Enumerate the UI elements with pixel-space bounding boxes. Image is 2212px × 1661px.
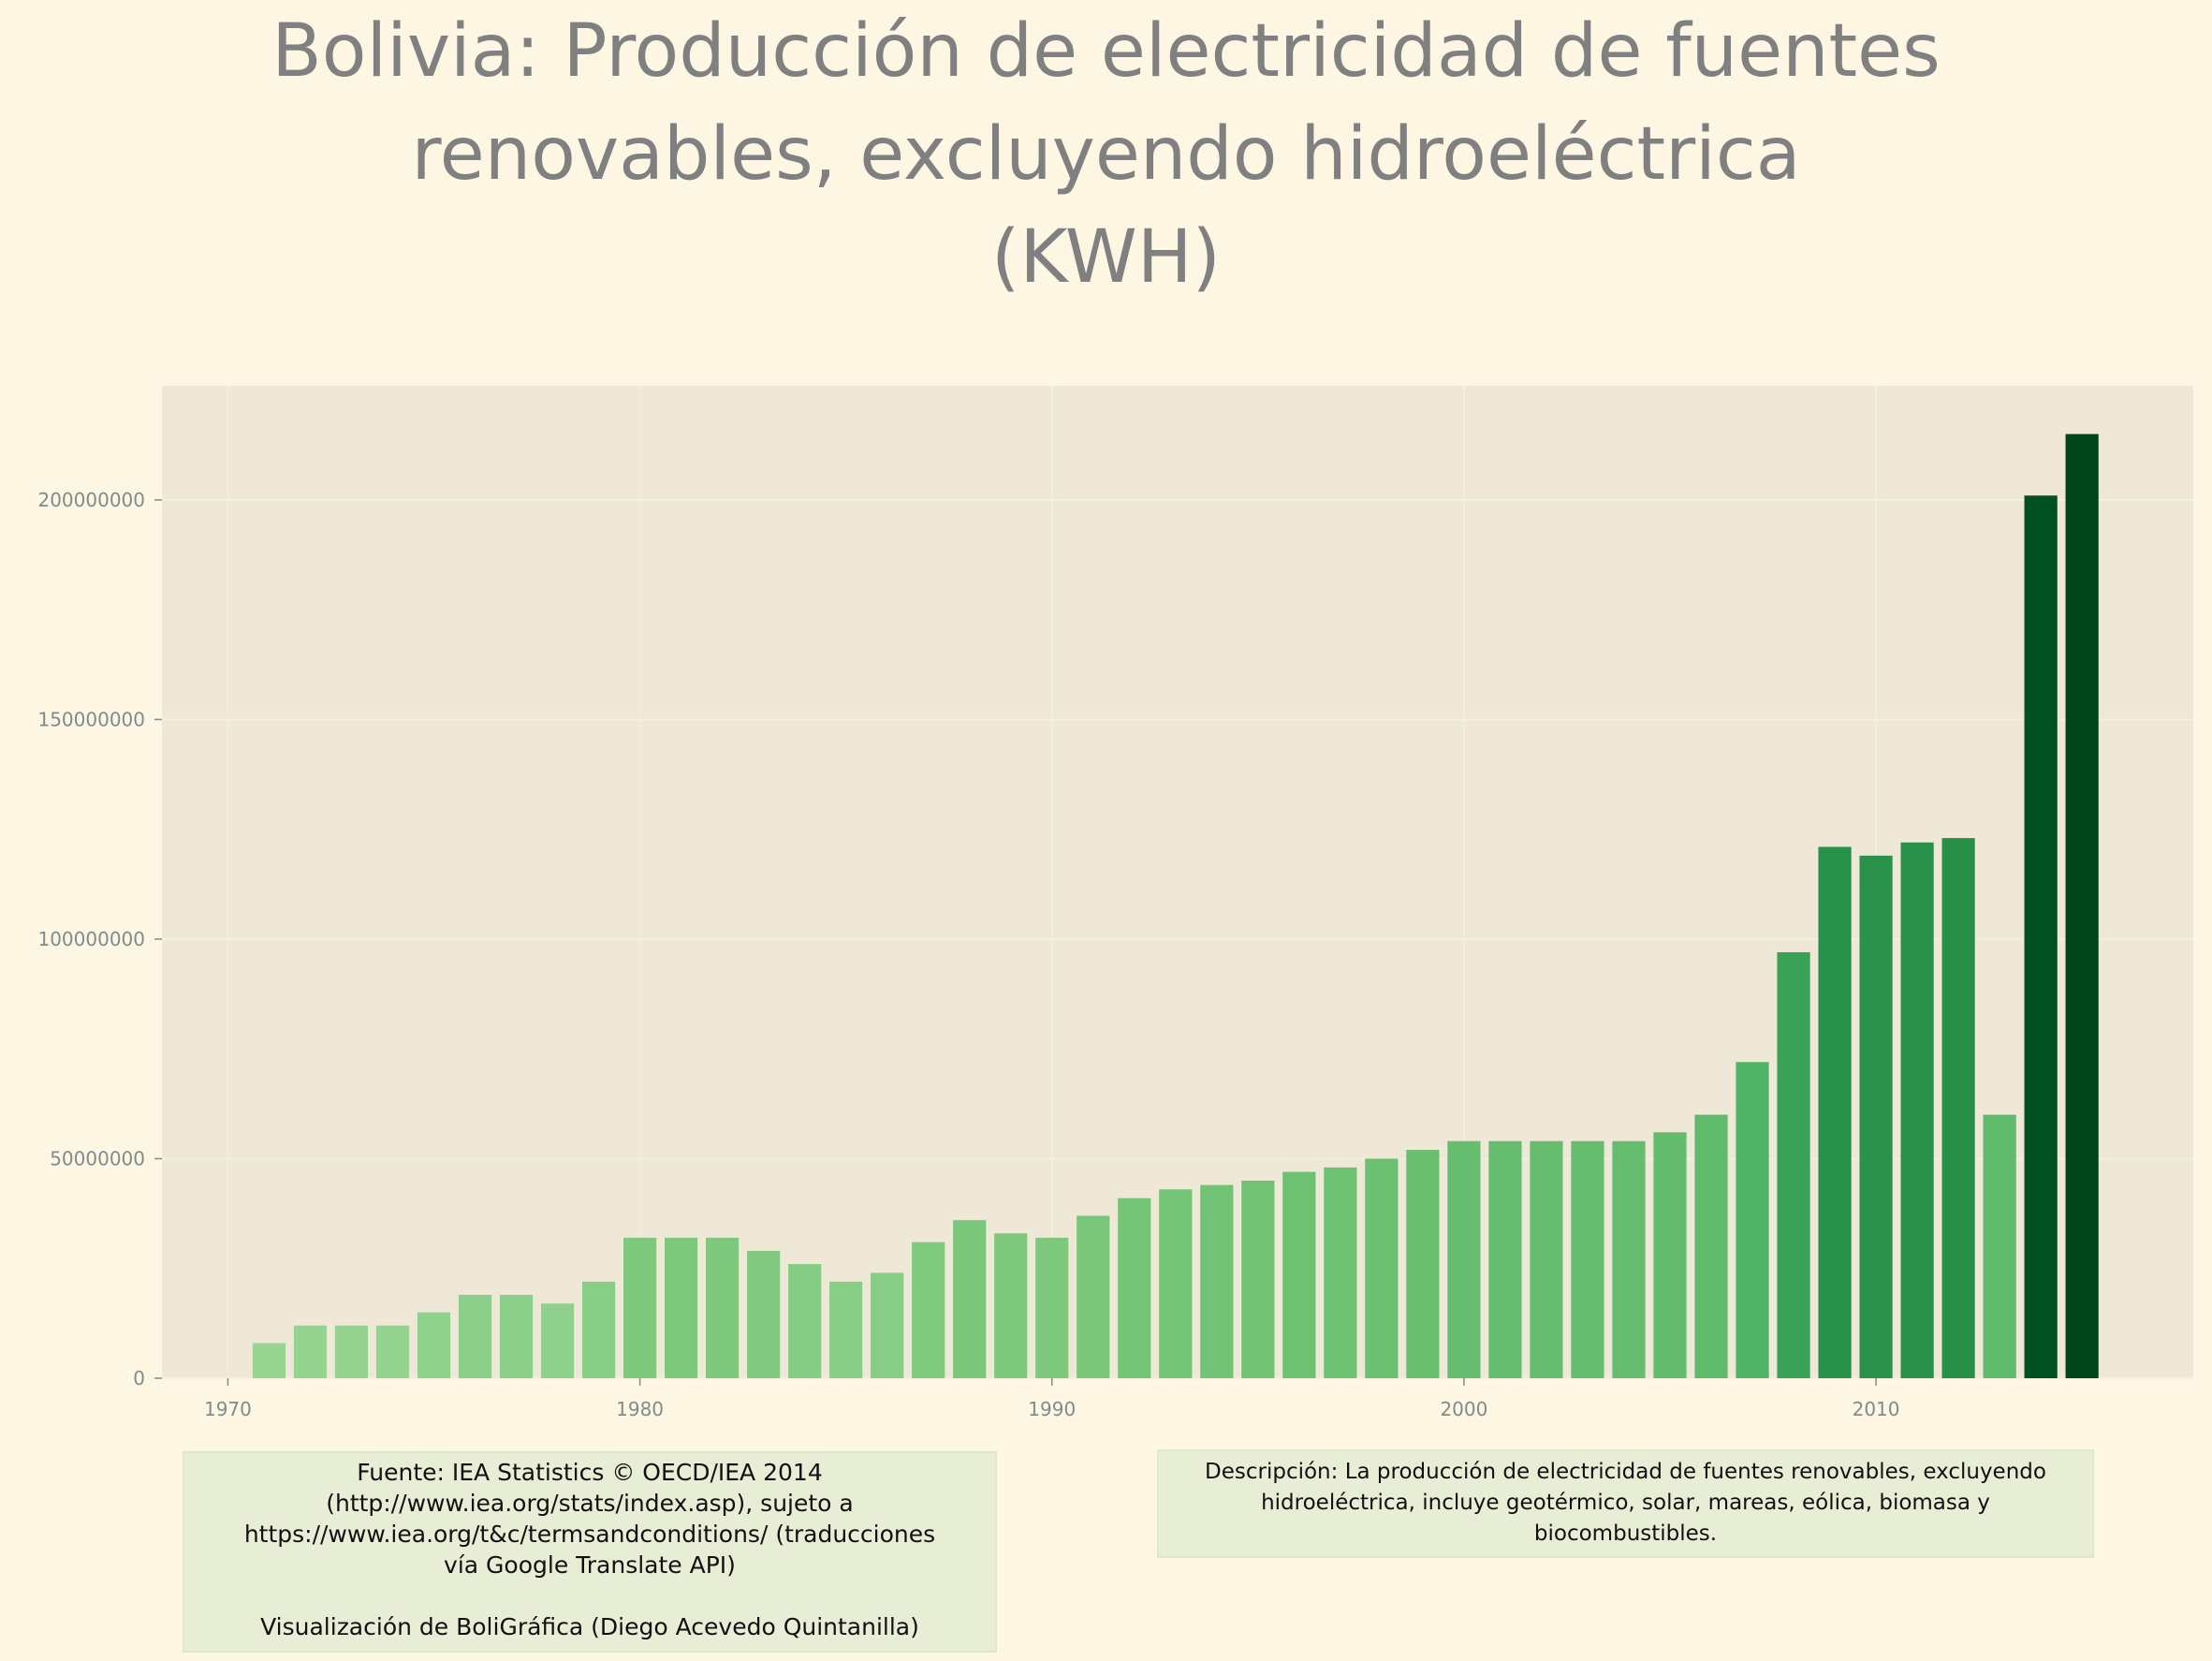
- bar-2000: [1447, 1140, 1481, 1378]
- bar-1993: [1159, 1189, 1193, 1378]
- bar-2006: [1694, 1114, 1728, 1378]
- bar-2007: [1736, 1062, 1769, 1378]
- chart-title: Bolivia: Producción de electricidad de f…: [0, 0, 2212, 309]
- bar-1981: [664, 1237, 698, 1378]
- description-line-1: Descripción: La producción de electricid…: [1205, 1460, 2046, 1484]
- bar-2004: [1612, 1140, 1646, 1378]
- chart-title-line-1: Bolivia: Producción de electricidad de f…: [271, 9, 1941, 94]
- bar-2001: [1488, 1140, 1522, 1378]
- x-tick-label: 2010: [1853, 1398, 1900, 1420]
- x-axis: 1970 1980 1990 2000 2010: [204, 1378, 1900, 1420]
- bar-2015: [2065, 434, 2099, 1379]
- bar-1997: [1324, 1167, 1357, 1378]
- bar-2014: [2024, 495, 2058, 1378]
- bar-1996: [1282, 1171, 1316, 1378]
- description-line-2: hidroeléctrica, incluye geotérmico, sola…: [1261, 1491, 1990, 1515]
- bar-1988: [953, 1220, 987, 1378]
- bars: [252, 434, 2099, 1379]
- bar-2005: [1653, 1132, 1687, 1378]
- bar-2011: [1900, 842, 1934, 1378]
- source-line-4: vía Google Translate API): [444, 1551, 736, 1579]
- y-tick-label: 100000000: [37, 928, 145, 950]
- y-tick-label: 150000000: [37, 708, 145, 730]
- bar-1987: [912, 1242, 945, 1378]
- bar-2002: [1530, 1140, 1563, 1378]
- bar-1995: [1241, 1180, 1275, 1378]
- bar-1998: [1365, 1158, 1399, 1378]
- bar-1974: [375, 1325, 410, 1378]
- bar-1986: [871, 1272, 904, 1378]
- x-tick-label: 1980: [616, 1398, 664, 1420]
- y-tick-label: 50000000: [50, 1147, 145, 1169]
- bar-1980: [623, 1237, 657, 1378]
- x-tick-label: 1990: [1028, 1398, 1076, 1420]
- chart-title-line-2: renovables, excluyendo hidroeléctrica: [411, 112, 1801, 197]
- bar-1979: [581, 1281, 616, 1378]
- bar-2013: [1983, 1114, 2016, 1378]
- y-tick-label: 0: [133, 1367, 145, 1389]
- bar-1978: [540, 1303, 575, 1378]
- bar-1994: [1200, 1184, 1234, 1378]
- bar-1985: [829, 1281, 863, 1378]
- bar-2003: [1571, 1140, 1604, 1378]
- bar-1983: [747, 1250, 781, 1378]
- bar-2012: [1941, 838, 1975, 1378]
- source-line-1: Fuente: IEA Statistics © OECD/IEA 2014: [357, 1459, 823, 1486]
- bar-2009: [1818, 846, 1852, 1378]
- source-note: Fuente: IEA Statistics © OECD/IEA 2014 (…: [183, 1451, 997, 1653]
- bar-2008: [1777, 952, 1810, 1378]
- source-line-2: (http://www.iea.org/stats/index.asp), su…: [326, 1490, 854, 1517]
- bar-1976: [458, 1294, 492, 1378]
- bar-1973: [334, 1325, 369, 1378]
- bar-1972: [293, 1325, 328, 1378]
- description-note: Descripción: La producción de electricid…: [1157, 1449, 2094, 1558]
- bar-1989: [994, 1233, 1028, 1378]
- x-tick-label: 1970: [204, 1398, 252, 1420]
- description-line-3: biocombustibles.: [1533, 1521, 1718, 1546]
- y-axis: 0 50000000 100000000 150000000 200000000: [37, 489, 162, 1389]
- bar-1990: [1035, 1237, 1069, 1378]
- bar-1984: [788, 1264, 822, 1378]
- bar-1975: [417, 1312, 451, 1378]
- bar-1992: [1118, 1198, 1151, 1378]
- bar-1991: [1077, 1215, 1110, 1378]
- credit-line: Visualización de BoliGráfica (Diego Acev…: [260, 1613, 919, 1640]
- x-tick-label: 2000: [1440, 1398, 1487, 1420]
- bar-2010: [1859, 855, 1893, 1378]
- source-line-3: https://www.iea.org/t&c/termsandconditio…: [243, 1521, 936, 1548]
- bar-1999: [1406, 1150, 1440, 1378]
- bar-1982: [706, 1237, 740, 1378]
- bar-1977: [499, 1294, 534, 1378]
- chart-title-line-3: (KWH): [990, 215, 1221, 300]
- y-tick-label: 200000000: [37, 489, 145, 511]
- bar-1971: [252, 1343, 286, 1378]
